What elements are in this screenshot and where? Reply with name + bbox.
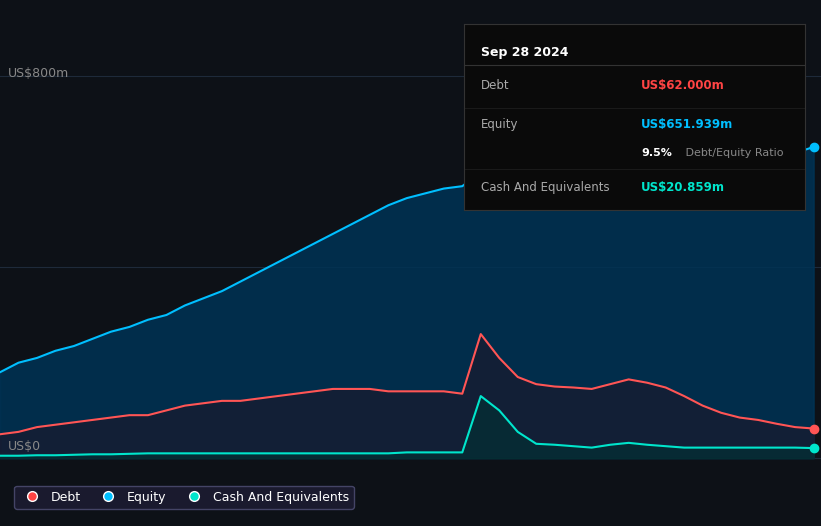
Text: Cash And Equivalents: Cash And Equivalents	[481, 181, 609, 195]
Text: Equity: Equity	[481, 118, 518, 131]
Text: US$651.939m: US$651.939m	[641, 118, 733, 131]
Text: US$800m: US$800m	[8, 67, 70, 80]
Text: Debt: Debt	[481, 79, 510, 92]
Text: Sep 28 2024: Sep 28 2024	[481, 46, 568, 59]
Text: US$62.000m: US$62.000m	[641, 79, 725, 92]
Text: US$0: US$0	[8, 440, 41, 453]
Legend: Debt, Equity, Cash And Equivalents: Debt, Equity, Cash And Equivalents	[15, 485, 354, 509]
Text: Debt/Equity Ratio: Debt/Equity Ratio	[682, 147, 783, 157]
Text: 9.5%: 9.5%	[641, 147, 672, 157]
Text: US$20.859m: US$20.859m	[641, 181, 725, 195]
